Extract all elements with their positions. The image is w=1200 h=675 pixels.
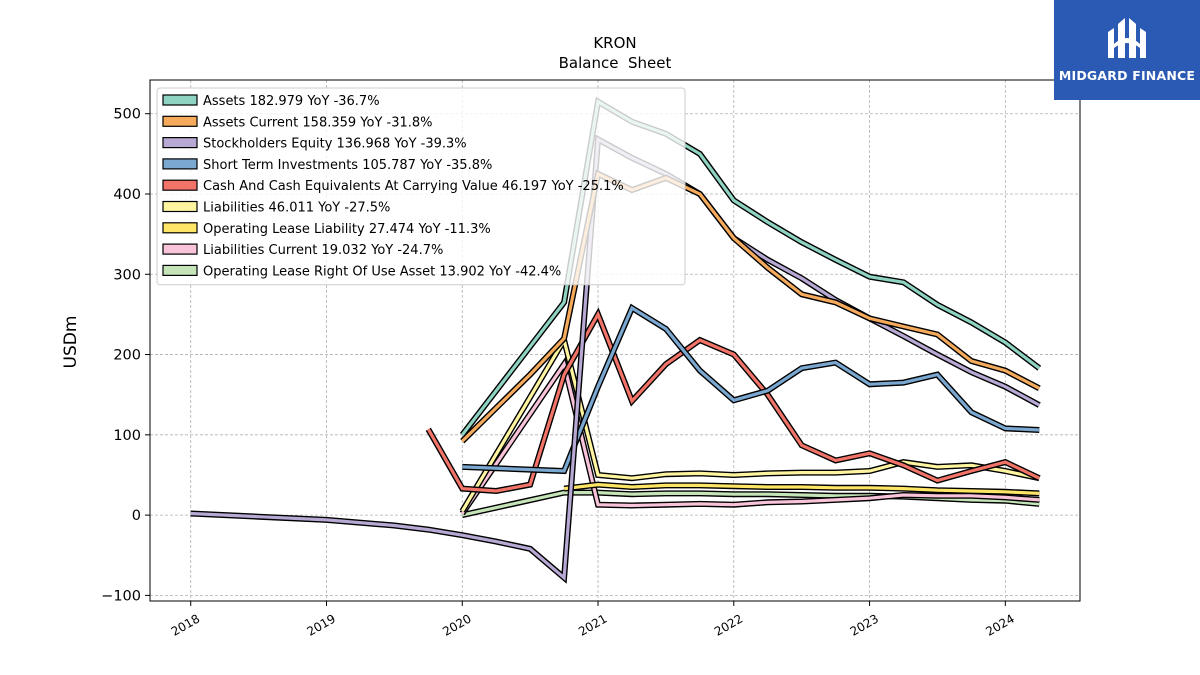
y-tick-label: 200 xyxy=(113,348,141,364)
series-operating-lease-liability xyxy=(563,481,1040,497)
legend-item: Cash And Cash Equivalents At Carrying Va… xyxy=(162,179,624,194)
legend-swatch xyxy=(162,115,198,127)
legend-item: Operating Lease Right Of Use Asset 13.90… xyxy=(162,264,561,279)
series-line xyxy=(426,310,1040,493)
y-axis-label: USDm xyxy=(61,316,81,369)
legend-item: Liabilities Current 19.032 YoY -24.7% xyxy=(162,243,443,258)
y-tick-label: 500 xyxy=(113,107,141,123)
legend-swatch xyxy=(162,158,198,170)
y-tick-label: 100 xyxy=(113,428,141,444)
x-tick-label: 2024 xyxy=(983,611,1016,638)
series-liabilities-current xyxy=(459,356,1040,516)
midgard-logo-icon xyxy=(1108,18,1146,58)
series-line xyxy=(462,305,1040,473)
legend-label: Assets Current 158.359 YoY -31.8% xyxy=(203,115,433,130)
legend-item: Assets Current 158.359 YoY -31.8% xyxy=(162,115,433,130)
legend-swatch xyxy=(162,222,198,234)
legend-swatch xyxy=(162,264,198,276)
legend-item: Stockholders Equity 136.968 YoY -39.3% xyxy=(162,137,467,152)
legend-item: Liabilities 46.011 YoY -27.5% xyxy=(162,200,390,216)
x-tick-label: 2020 xyxy=(440,611,473,638)
legend-label: Stockholders Equity 136.968 YoY -39.3% xyxy=(203,137,467,152)
series-operating-lease-right-of-use-asset xyxy=(461,489,1040,519)
legend-label: Short Term Investments 105.787 YoY -35.8… xyxy=(203,158,492,173)
legend-label: Operating Lease Liability 27.474 YoY -11… xyxy=(203,222,491,237)
legend-swatch xyxy=(162,137,198,149)
legend-swatch xyxy=(162,243,198,255)
x-tick-label: 2021 xyxy=(576,611,609,638)
legend-swatch xyxy=(162,200,198,213)
series-short-term-investments xyxy=(462,303,1040,475)
legend-swatch xyxy=(162,179,198,191)
legend-label: Liabilities 46.011 YoY -27.5% xyxy=(203,201,390,216)
legend-item: Assets 182.979 YoY -36.7% xyxy=(162,94,380,109)
legend-label: Operating Lease Right Of Use Asset 13.90… xyxy=(203,264,561,279)
legend-swatch xyxy=(162,94,198,106)
legend: Assets 182.979 YoY -36.7% Assets Current … xyxy=(156,87,686,286)
brand-logo: MIDGARD FINANCE xyxy=(1054,0,1200,100)
x-tick-label: 2019 xyxy=(305,611,338,638)
series-line xyxy=(460,360,1040,515)
series-line xyxy=(563,482,1040,495)
x-tick-label: 2018 xyxy=(169,611,202,638)
legend-item: Operating Lease Liability 27.474 YoY -11… xyxy=(162,222,491,237)
legend-label: Liabilities Current 19.032 YoY -24.7% xyxy=(203,243,443,258)
x-tick-label: 2022 xyxy=(712,611,745,638)
x-tick-label: 2023 xyxy=(848,611,881,638)
y-tick-label: 300 xyxy=(113,267,141,283)
legend-label: Cash And Cash Equivalents At Carrying Va… xyxy=(203,179,624,194)
series-cash-and-cash-equivalents-at-carrying-value xyxy=(425,307,1041,495)
legend-box xyxy=(156,87,686,286)
y-tick-label: 0 xyxy=(132,508,141,524)
y-tick-label: −100 xyxy=(101,588,141,604)
chart-subtitle: Balance Sheet xyxy=(559,54,672,72)
series-line xyxy=(460,335,1040,512)
series-liabilities xyxy=(459,332,1040,513)
brand-name: MIDGARD FINANCE xyxy=(1058,68,1196,83)
legend-label: Assets 182.979 YoY -36.7% xyxy=(203,94,380,109)
series-line xyxy=(461,491,1040,517)
chart-title: KRON xyxy=(593,34,636,52)
y-tick-label: 400 xyxy=(113,187,141,203)
plot-frame xyxy=(149,79,1081,602)
legend-item: Short Term Investments 105.787 YoY -35.8… xyxy=(162,158,492,173)
